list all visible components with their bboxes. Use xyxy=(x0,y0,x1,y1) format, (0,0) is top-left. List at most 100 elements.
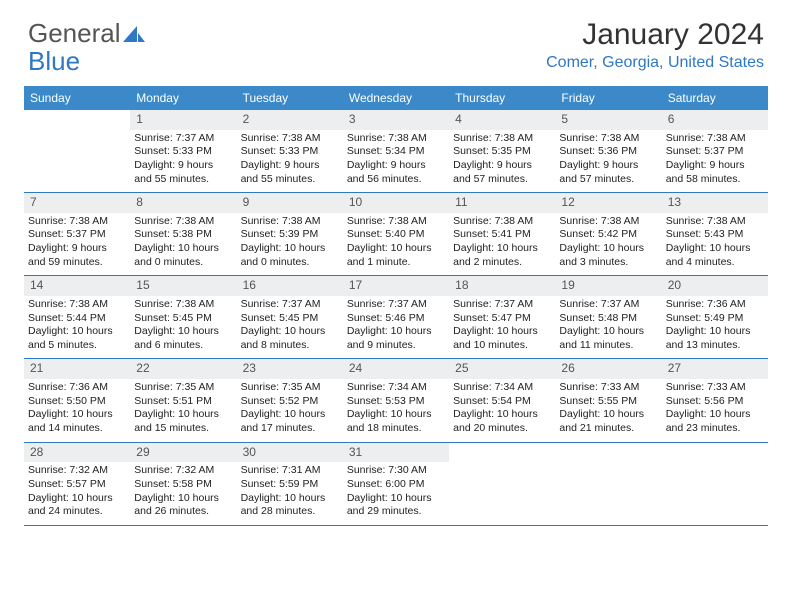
sunset-text: Sunset: 5:33 PM xyxy=(134,145,232,159)
calendar-day-cell: 17Sunrise: 7:37 AMSunset: 5:46 PMDayligh… xyxy=(343,276,449,358)
day-number: 10 xyxy=(343,193,449,213)
day-number: 4 xyxy=(449,110,555,130)
sunrise-text: Sunrise: 7:38 AM xyxy=(28,298,126,312)
sunrise-text: Sunrise: 7:38 AM xyxy=(347,132,445,146)
daylight-text: Daylight: 10 hours and 0 minutes. xyxy=(241,242,339,269)
calendar-day-cell xyxy=(555,443,661,525)
daylight-text: Daylight: 10 hours and 9 minutes. xyxy=(347,325,445,352)
day-number: 25 xyxy=(449,359,555,379)
calendar-day-cell: 30Sunrise: 7:31 AMSunset: 5:59 PMDayligh… xyxy=(237,443,343,525)
calendar-day-cell: 31Sunrise: 7:30 AMSunset: 6:00 PMDayligh… xyxy=(343,443,449,525)
sunrise-text: Sunrise: 7:31 AM xyxy=(241,464,339,478)
sunset-text: Sunset: 5:45 PM xyxy=(134,312,232,326)
sunrise-text: Sunrise: 7:37 AM xyxy=(453,298,551,312)
calendar-day-cell: 4Sunrise: 7:38 AMSunset: 5:35 PMDaylight… xyxy=(449,110,555,192)
calendar-week-row: 1Sunrise: 7:37 AMSunset: 5:33 PMDaylight… xyxy=(24,110,768,193)
daylight-text: Daylight: 9 hours and 59 minutes. xyxy=(28,242,126,269)
daylight-text: Daylight: 10 hours and 4 minutes. xyxy=(666,242,764,269)
sunset-text: Sunset: 6:00 PM xyxy=(347,478,445,492)
daylight-text: Daylight: 10 hours and 15 minutes. xyxy=(134,408,232,435)
day-number: 2 xyxy=(237,110,343,130)
sunrise-text: Sunrise: 7:38 AM xyxy=(241,132,339,146)
day-number: 6 xyxy=(662,110,768,130)
calendar-day-cell: 10Sunrise: 7:38 AMSunset: 5:40 PMDayligh… xyxy=(343,193,449,275)
sunrise-text: Sunrise: 7:38 AM xyxy=(559,132,657,146)
day-number: 16 xyxy=(237,276,343,296)
calendar-day-cell: 1Sunrise: 7:37 AMSunset: 5:33 PMDaylight… xyxy=(130,110,236,192)
daylight-text: Daylight: 10 hours and 26 minutes. xyxy=(134,492,232,519)
sunset-text: Sunset: 5:58 PM xyxy=(134,478,232,492)
day-number xyxy=(555,443,661,463)
calendar-day-cell: 3Sunrise: 7:38 AMSunset: 5:34 PMDaylight… xyxy=(343,110,449,192)
sunset-text: Sunset: 5:52 PM xyxy=(241,395,339,409)
day-number: 27 xyxy=(662,359,768,379)
day-number xyxy=(449,443,555,463)
day-number: 12 xyxy=(555,193,661,213)
weekday-header: Tuesday xyxy=(237,86,343,110)
location-text: Comer, Georgia, United States xyxy=(546,54,764,72)
daylight-text: Daylight: 9 hours and 55 minutes. xyxy=(134,159,232,186)
calendar-day-cell: 13Sunrise: 7:38 AMSunset: 5:43 PMDayligh… xyxy=(662,193,768,275)
daylight-text: Daylight: 10 hours and 1 minute. xyxy=(347,242,445,269)
daylight-text: Daylight: 9 hours and 58 minutes. xyxy=(666,159,764,186)
calendar-day-cell: 28Sunrise: 7:32 AMSunset: 5:57 PMDayligh… xyxy=(24,443,130,525)
daylight-text: Daylight: 9 hours and 55 minutes. xyxy=(241,159,339,186)
daylight-text: Daylight: 9 hours and 56 minutes. xyxy=(347,159,445,186)
weekday-header: Thursday xyxy=(449,86,555,110)
logo: General xyxy=(28,18,145,49)
day-number: 5 xyxy=(555,110,661,130)
sunset-text: Sunset: 5:42 PM xyxy=(559,228,657,242)
calendar-week-row: 28Sunrise: 7:32 AMSunset: 5:57 PMDayligh… xyxy=(24,443,768,526)
day-number: 1 xyxy=(130,110,236,130)
daylight-text: Daylight: 10 hours and 5 minutes. xyxy=(28,325,126,352)
calendar-day-cell: 24Sunrise: 7:34 AMSunset: 5:53 PMDayligh… xyxy=(343,359,449,441)
calendar-day-cell: 8Sunrise: 7:38 AMSunset: 5:38 PMDaylight… xyxy=(130,193,236,275)
calendar-day-cell: 14Sunrise: 7:38 AMSunset: 5:44 PMDayligh… xyxy=(24,276,130,358)
sunset-text: Sunset: 5:48 PM xyxy=(559,312,657,326)
day-number: 14 xyxy=(24,276,130,296)
sunset-text: Sunset: 5:53 PM xyxy=(347,395,445,409)
weekday-header-row: Sunday Monday Tuesday Wednesday Thursday… xyxy=(24,86,768,110)
daylight-text: Daylight: 10 hours and 3 minutes. xyxy=(559,242,657,269)
sunset-text: Sunset: 5:57 PM xyxy=(28,478,126,492)
sunset-text: Sunset: 5:45 PM xyxy=(241,312,339,326)
sunset-text: Sunset: 5:50 PM xyxy=(28,395,126,409)
sunset-text: Sunset: 5:38 PM xyxy=(134,228,232,242)
sunrise-text: Sunrise: 7:38 AM xyxy=(347,215,445,229)
weekday-header: Saturday xyxy=(662,86,768,110)
calendar-day-cell: 5Sunrise: 7:38 AMSunset: 5:36 PMDaylight… xyxy=(555,110,661,192)
calendar-day-cell: 21Sunrise: 7:36 AMSunset: 5:50 PMDayligh… xyxy=(24,359,130,441)
day-number: 24 xyxy=(343,359,449,379)
calendar-day-cell xyxy=(662,443,768,525)
calendar-day-cell: 29Sunrise: 7:32 AMSunset: 5:58 PMDayligh… xyxy=(130,443,236,525)
sunset-text: Sunset: 5:49 PM xyxy=(666,312,764,326)
page-header: General January 2024 Comer, Georgia, Uni… xyxy=(0,0,792,80)
sunrise-text: Sunrise: 7:38 AM xyxy=(134,298,232,312)
calendar-week-row: 7Sunrise: 7:38 AMSunset: 5:37 PMDaylight… xyxy=(24,193,768,276)
calendar-day-cell: 7Sunrise: 7:38 AMSunset: 5:37 PMDaylight… xyxy=(24,193,130,275)
calendar-day-cell: 9Sunrise: 7:38 AMSunset: 5:39 PMDaylight… xyxy=(237,193,343,275)
sunset-text: Sunset: 5:41 PM xyxy=(453,228,551,242)
sunset-text: Sunset: 5:34 PM xyxy=(347,145,445,159)
logo-sail-icon xyxy=(123,24,145,44)
sunrise-text: Sunrise: 7:35 AM xyxy=(241,381,339,395)
weekday-header: Friday xyxy=(555,86,661,110)
sunset-text: Sunset: 5:46 PM xyxy=(347,312,445,326)
day-number: 21 xyxy=(24,359,130,379)
sunrise-text: Sunrise: 7:32 AM xyxy=(134,464,232,478)
calendar-day-cell: 2Sunrise: 7:38 AMSunset: 5:33 PMDaylight… xyxy=(237,110,343,192)
daylight-text: Daylight: 10 hours and 10 minutes. xyxy=(453,325,551,352)
daylight-text: Daylight: 9 hours and 57 minutes. xyxy=(453,159,551,186)
sunrise-text: Sunrise: 7:38 AM xyxy=(666,132,764,146)
daylight-text: Daylight: 10 hours and 17 minutes. xyxy=(241,408,339,435)
day-number: 15 xyxy=(130,276,236,296)
day-number: 30 xyxy=(237,443,343,463)
day-number xyxy=(24,110,130,130)
sunrise-text: Sunrise: 7:38 AM xyxy=(134,215,232,229)
sunset-text: Sunset: 5:36 PM xyxy=(559,145,657,159)
day-number: 13 xyxy=(662,193,768,213)
daylight-text: Daylight: 10 hours and 28 minutes. xyxy=(241,492,339,519)
calendar-week-row: 21Sunrise: 7:36 AMSunset: 5:50 PMDayligh… xyxy=(24,359,768,442)
sunset-text: Sunset: 5:59 PM xyxy=(241,478,339,492)
sunset-text: Sunset: 5:35 PM xyxy=(453,145,551,159)
